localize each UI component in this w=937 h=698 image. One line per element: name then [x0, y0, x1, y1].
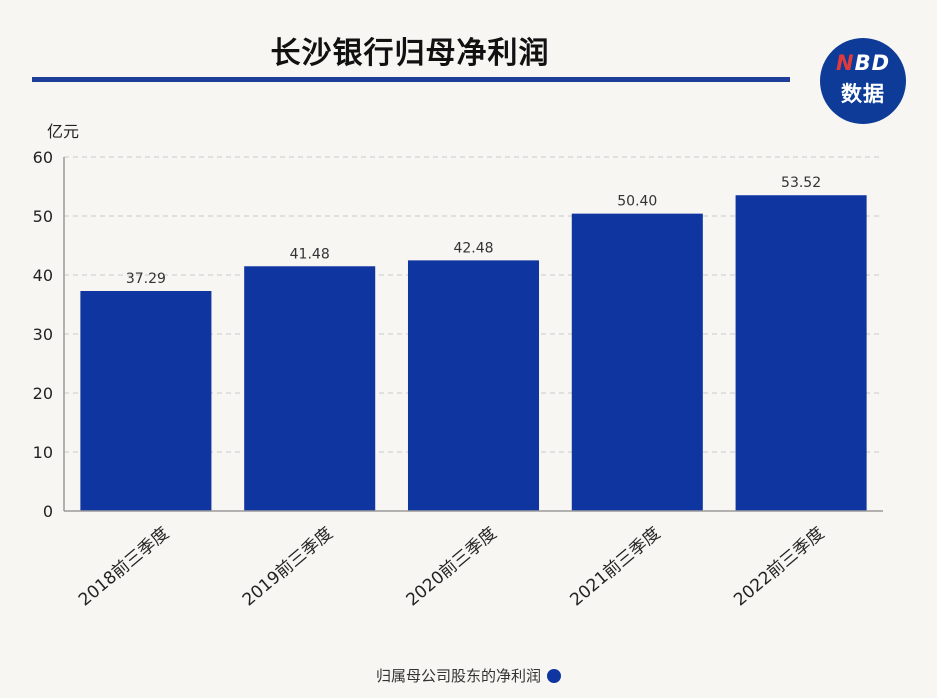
title-underline	[32, 77, 790, 82]
data-label: 37.29	[126, 271, 166, 287]
bar-chart: 37.29 41.48 42.48 50.40 53.52 0 10 20 30 40 50 60 2…	[33, 148, 883, 611]
bar	[571, 213, 703, 511]
y-tick-label: 20	[33, 384, 53, 403]
x-tick-label: 2021前三季度	[566, 524, 664, 611]
legend-swatch	[547, 669, 561, 683]
y-axis-unit: 亿元	[47, 122, 80, 141]
nbd-logo: NBD 数据	[820, 38, 906, 124]
x-tick-label: 2019前三季度	[239, 524, 337, 611]
logo-text-top: NBD	[835, 51, 891, 75]
logo-text-bottom: 数据	[841, 82, 885, 106]
y-tick-label: 0	[43, 502, 53, 521]
legend: 归属母公司股东的净利润	[0, 665, 937, 686]
x-tick-label: 2020前三季度	[403, 524, 501, 611]
y-tick-label: 60	[33, 148, 53, 167]
data-label: 53.52	[781, 175, 821, 191]
data-label: 42.48	[453, 240, 493, 256]
y-tick-label: 50	[33, 207, 53, 226]
bar	[80, 290, 212, 511]
bar	[244, 266, 376, 511]
y-tick-label: 10	[33, 443, 53, 462]
x-tick-label: 2018前三季度	[75, 524, 173, 611]
data-label: 50.40	[617, 194, 657, 210]
chart-title: 长沙银行归母净利润	[270, 36, 550, 71]
bar	[735, 195, 867, 511]
data-label: 41.48	[290, 246, 330, 262]
legend-label: 归属母公司股东的净利润	[375, 667, 541, 685]
bar	[407, 260, 540, 511]
y-tick-label: 40	[33, 266, 53, 285]
y-tick-label: 30	[33, 325, 53, 344]
x-tick-label: 2022前三季度	[730, 524, 828, 611]
